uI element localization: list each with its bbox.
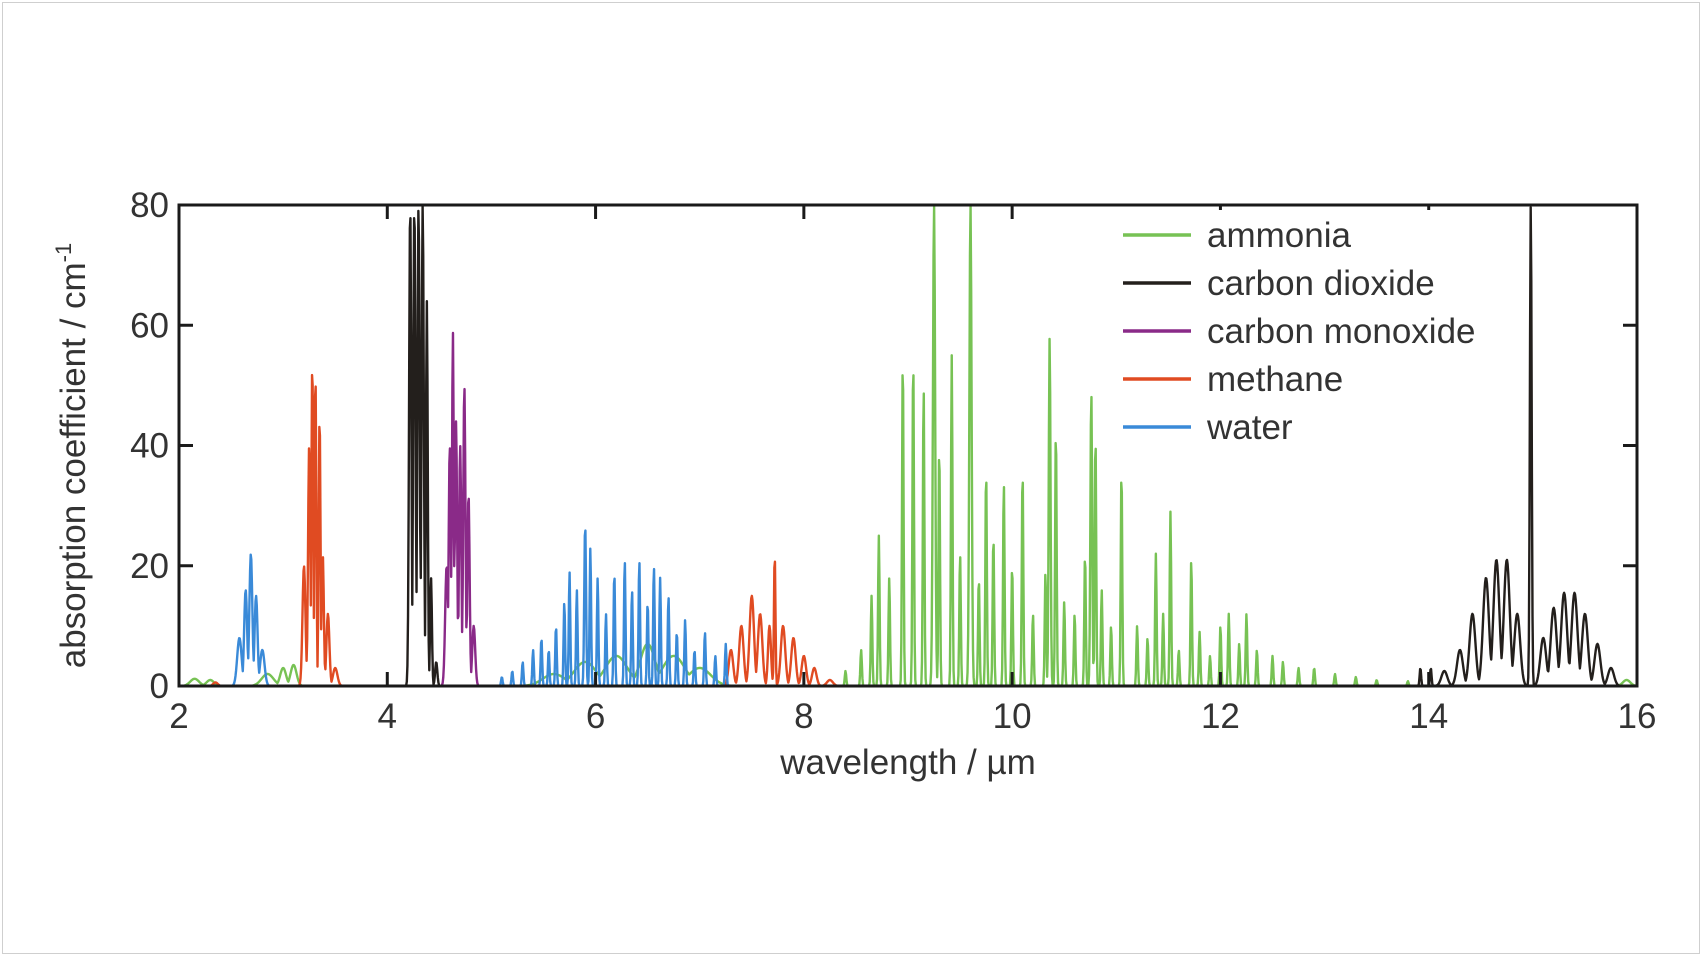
x-tick-label-8: 8 — [794, 697, 813, 736]
x-tick-label-12: 12 — [1201, 697, 1240, 736]
y-tick-label-80: 80 — [130, 186, 169, 225]
legend: ammonia carbon dioxide carbon monoxide meth… — [1113, 210, 1513, 450]
y-tick-label-40: 40 — [130, 427, 169, 466]
series-line-water — [178, 529, 1638, 688]
y-axis-label-superscript: -1 — [51, 243, 76, 263]
legend-label-carbon-monoxide: carbon monoxide — [1207, 312, 1476, 351]
y-tick-label-20: 20 — [130, 547, 169, 586]
y-axis-label: absorption coefficient / cm-1 — [51, 243, 93, 669]
x-tick-label-10: 10 — [993, 697, 1032, 736]
legend-label-water: water — [1206, 408, 1293, 447]
y-axis-label-text: absorption coefficient / cm — [54, 262, 93, 668]
x-tick-label-4: 4 — [378, 697, 397, 736]
y-tick-label-60: 60 — [130, 306, 169, 345]
x-tick-label-6: 6 — [586, 697, 605, 736]
legend-label-carbon-dioxide: carbon dioxide — [1207, 264, 1435, 303]
tick-layer: 2 4 6 8 10 12 14 16 0 20 40 60 80 — [130, 186, 1656, 736]
x-tick-label-16: 16 — [1618, 697, 1657, 736]
x-tick-label-2: 2 — [169, 697, 188, 736]
legend-label-methane: methane — [1207, 360, 1343, 399]
x-axis-label: wavelength / µm — [779, 743, 1036, 782]
absorption-spectrum-chart: 2 4 6 8 10 12 14 16 0 20 40 60 80 wavelength / µm ab… — [51, 186, 1656, 782]
y-tick-label-0: 0 — [150, 667, 169, 706]
legend-label-ammonia: ammonia — [1207, 216, 1351, 255]
x-tick-label-14: 14 — [1409, 697, 1448, 736]
